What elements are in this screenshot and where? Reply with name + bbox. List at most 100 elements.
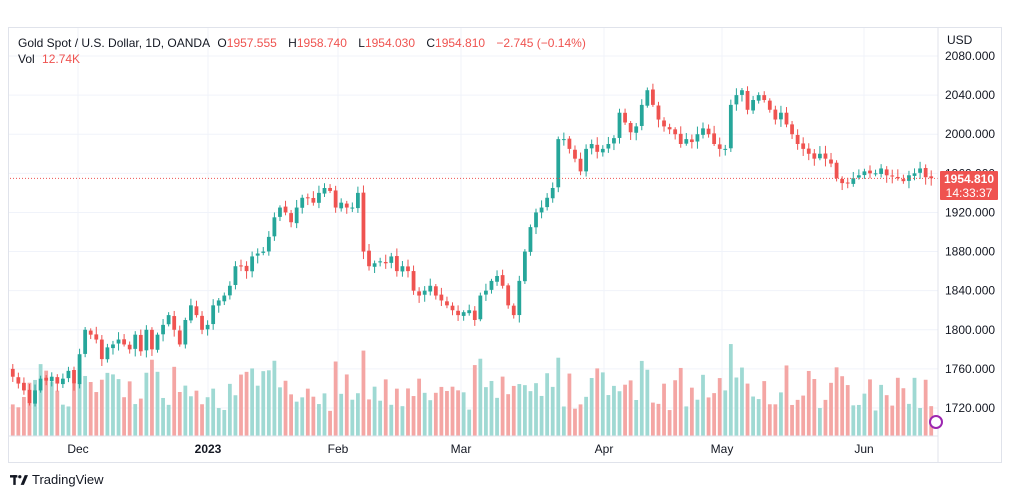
candle-body xyxy=(456,310,460,316)
candle-body xyxy=(762,95,767,100)
volume-bar xyxy=(506,394,511,436)
low-value: 1954.030 xyxy=(364,36,415,50)
candle-body xyxy=(840,178,845,184)
candle-body xyxy=(556,139,561,188)
candle-body xyxy=(138,334,143,352)
candle-body xyxy=(94,334,99,340)
candles xyxy=(10,83,934,407)
candle-body xyxy=(522,251,527,282)
candle-body xyxy=(907,175,911,181)
volume-bar xyxy=(495,397,499,436)
volume-bar xyxy=(255,385,260,436)
candle-body xyxy=(539,207,544,213)
candle-body xyxy=(851,178,856,184)
candle-body xyxy=(322,188,327,194)
y-tick-label: 1880.000 xyxy=(945,245,995,259)
volume-bar xyxy=(829,382,833,436)
y-tick-label: 2000.000 xyxy=(945,127,995,141)
volume-bar xyxy=(355,393,360,436)
candle-body xyxy=(873,173,878,175)
volume-bar xyxy=(795,399,800,436)
candle-body xyxy=(901,179,906,182)
candle-body xyxy=(66,370,71,379)
candle-body xyxy=(177,330,182,345)
volume-bar xyxy=(751,396,755,436)
candle-body xyxy=(183,320,188,345)
volume-bar xyxy=(183,385,188,436)
candle-body xyxy=(639,104,644,126)
volume-bar xyxy=(400,406,405,436)
symbol-title[interactable]: Gold Spot / U.S. Dollar, 1D, OANDA xyxy=(18,36,211,50)
volume-bar xyxy=(266,370,271,436)
volume-bar xyxy=(790,404,794,436)
volume-bar xyxy=(890,405,895,436)
volume-bar xyxy=(272,360,277,436)
volume-bar xyxy=(27,382,32,436)
countdown-timer: 14:33:37 xyxy=(945,186,993,200)
volume-bar xyxy=(411,396,416,436)
change-value: −2.745 (−0.14%) xyxy=(496,36,586,50)
candle-body xyxy=(734,95,739,105)
candle-body xyxy=(189,305,193,321)
volume-bar xyxy=(478,358,483,436)
tradingview-logo[interactable]: TradingView xyxy=(10,472,104,487)
volume-bar xyxy=(534,383,538,436)
x-tick-label: Mar xyxy=(451,442,472,456)
volume-bar xyxy=(367,399,371,436)
volume-bar xyxy=(817,408,822,436)
volume-bar xyxy=(317,404,321,436)
volume-bar xyxy=(756,399,761,436)
candle-body xyxy=(205,324,210,330)
volume-bar xyxy=(901,388,906,436)
volume-bar xyxy=(155,371,160,436)
x-tick-label: 2023 xyxy=(195,442,222,456)
y-tick-label: 2040.000 xyxy=(945,88,995,102)
volume-bar xyxy=(873,410,878,436)
candle-body xyxy=(445,301,449,306)
candle-body xyxy=(684,139,689,144)
candle-body xyxy=(845,182,850,184)
candle-body xyxy=(550,188,555,199)
candle-body xyxy=(116,339,121,344)
volume-bar xyxy=(767,404,772,436)
candle-body xyxy=(166,315,171,325)
candle-body xyxy=(111,344,115,349)
candle-body xyxy=(545,197,550,208)
candle-body xyxy=(534,212,538,228)
candle-body xyxy=(495,276,499,282)
candle-body xyxy=(389,256,394,263)
volume-bar xyxy=(662,383,666,436)
high-value: 1958.740 xyxy=(296,36,347,50)
last-price-value: 1954.810 xyxy=(943,172,995,186)
volume-bar xyxy=(105,372,110,436)
volume-bar xyxy=(99,379,104,436)
candle-body xyxy=(367,250,371,267)
volume-legend: Vol 12.74K xyxy=(18,52,80,66)
candle-body xyxy=(294,207,299,224)
volume-bar xyxy=(884,395,889,436)
volume-bar xyxy=(77,357,82,436)
volume-bar xyxy=(528,391,533,436)
candle-body xyxy=(689,139,694,143)
volume-bar xyxy=(16,407,21,436)
chart-settings-icon[interactable] xyxy=(929,415,943,429)
volume-bar xyxy=(322,393,327,436)
volume-bar xyxy=(261,371,266,436)
volume-bar xyxy=(49,382,54,436)
volume-bar xyxy=(445,390,449,436)
volume-bar xyxy=(433,392,438,436)
candle-body xyxy=(779,112,783,120)
candle-body xyxy=(506,285,511,306)
candle-body xyxy=(60,378,65,385)
volume-bar xyxy=(545,373,550,436)
candle-body xyxy=(411,271,416,291)
volume-bar xyxy=(511,385,516,436)
volume-bar xyxy=(912,377,917,436)
currency-label: USD xyxy=(947,33,973,47)
volume-bar xyxy=(695,399,700,436)
volume-bar xyxy=(428,400,433,436)
price-axis: 2080.0002040.0002000.0001960.0001920.000… xyxy=(945,49,995,415)
candle-body xyxy=(651,89,655,105)
volume-bar xyxy=(851,405,856,436)
